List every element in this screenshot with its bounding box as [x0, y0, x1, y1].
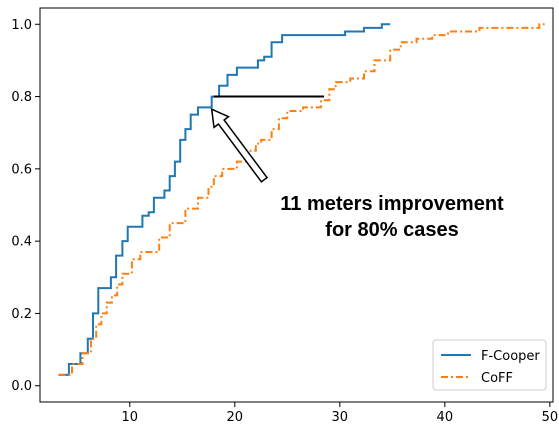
y-tick-label-0.4: 0.4 [11, 235, 32, 250]
y-tick-label-0.2: 0.2 [11, 307, 32, 322]
y-tick-label-1.0: 1.0 [11, 18, 32, 33]
axes-frame [39, 7, 554, 403]
annotation-text-line-2: for 80% cases [325, 219, 458, 241]
legend-label-coff: CoFF [481, 371, 513, 386]
annotation-text-line-1: 11 meters improvement [280, 193, 504, 215]
y-tick-label-0.6: 0.6 [11, 162, 32, 177]
annotation: 11 meters improvement for 80% cases [210, 107, 504, 241]
x-tick-label-40: 40 [437, 410, 454, 425]
x-tick-label-20: 20 [227, 410, 244, 425]
x-tick-label-50: 50 [542, 410, 559, 425]
legend-label-f-cooper: F-Cooper [481, 349, 540, 364]
series-line-coff [58, 23, 545, 376]
series-line-f-cooper [58, 23, 391, 376]
plot-area [58, 23, 545, 376]
axes: 10 20 30 40 50 0.0 0.2 0.4 0.6 0.8 1.0 [11, 7, 559, 425]
y-tick-label-0.8: 0.8 [11, 90, 32, 105]
x-tick-label-10: 10 [122, 410, 139, 425]
y-tick-label-0.0: 0.0 [11, 379, 32, 394]
legend: F-Cooper CoFF [432, 339, 547, 391]
annotation-arrow [210, 107, 269, 183]
x-tick-label-30: 30 [332, 410, 349, 425]
